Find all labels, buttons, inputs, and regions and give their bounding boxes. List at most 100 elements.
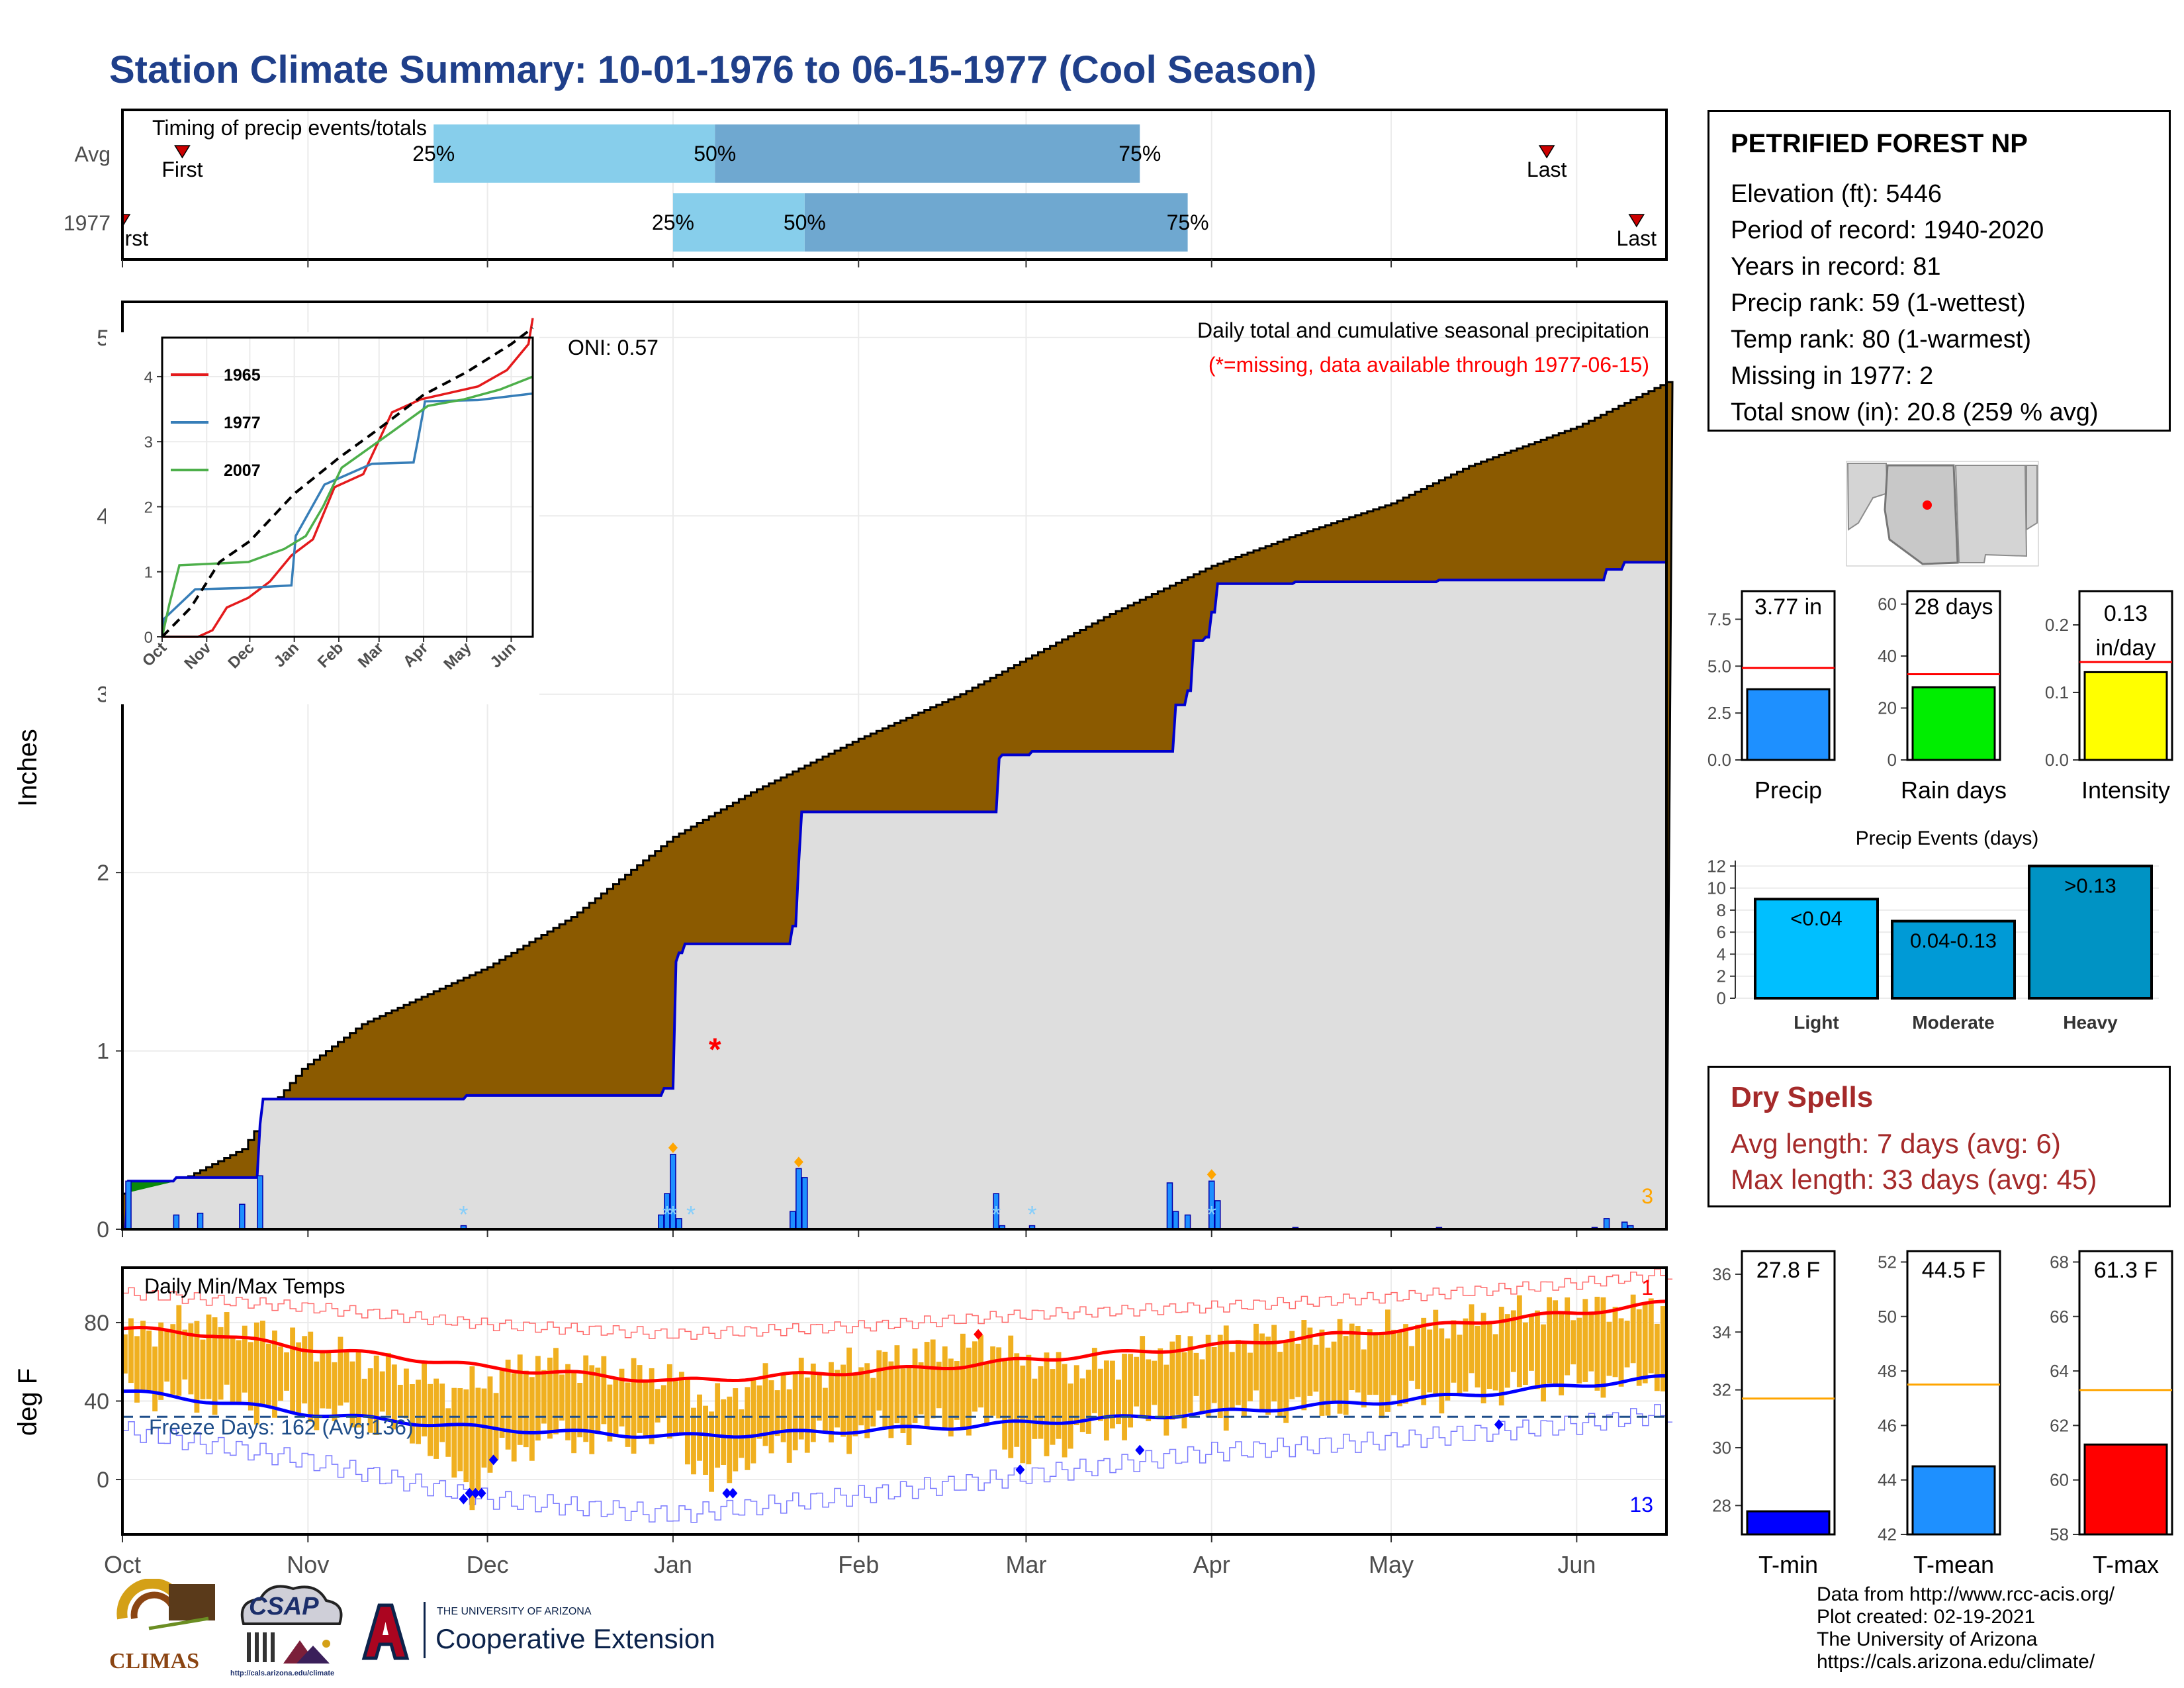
inset-ytick-label: 0 (144, 629, 153, 647)
temps-daily-bar (900, 1368, 906, 1434)
temps-xtick-label: May (1369, 1551, 1414, 1578)
timing-last-label: Last (1617, 226, 1657, 250)
temps-daily-bar (1265, 1336, 1271, 1415)
temps-daily-bar (613, 1378, 619, 1437)
temp-summary-t-min-ytick-label: 30 (1712, 1438, 1731, 1458)
temps-record-marker (1015, 1464, 1025, 1476)
temps-daily-bar (966, 1347, 972, 1436)
precip-summary-rain-days-value-label: 28 days (1914, 594, 1993, 620)
temps-daily-bar (870, 1378, 876, 1427)
footer-credits: Data from http://www.rcc-acis.org/ Plot … (1817, 1583, 2115, 1673)
temps-daily-bar (697, 1394, 702, 1461)
temps-border (121, 1266, 1668, 1536)
temp-summary-t-max-ytick-label: 66 (2050, 1307, 2069, 1327)
temps-daily-bar (1355, 1325, 1361, 1393)
ua-block-a-icon (361, 1603, 410, 1660)
precip-daily-bar (173, 1214, 180, 1230)
precip-summary-precip-ytick-label: 0.0 (1707, 750, 1731, 770)
csap-cloud-icon (240, 1585, 343, 1664)
temp-summary-t-max-ytick-label: 60 (2050, 1470, 2069, 1490)
temps-daily-bar (691, 1407, 696, 1475)
precip-year-cumulative-line (122, 561, 1666, 1231)
temps-daily-bar (1343, 1336, 1349, 1415)
temps-record-marker (459, 1493, 469, 1505)
events-category-label: Heavy (2063, 1012, 2118, 1033)
station-info-box: PETRIFIED FOREST NP Elevation (ft): 5446… (1707, 110, 2171, 432)
temps-daily-bar (122, 1334, 128, 1374)
temp-summary-t-min-bar (1746, 1510, 1831, 1536)
temps-daily-bar (984, 1362, 989, 1425)
temps-record-marker (728, 1487, 738, 1499)
temps-daily-bar (541, 1370, 547, 1424)
station-temp-rank: Temp rank: 80 (1-warmest) (1731, 326, 2032, 353)
timing-marker (174, 145, 191, 159)
temps-daily-bar (1217, 1335, 1223, 1419)
climas-label: CLIMAS (109, 1649, 200, 1673)
temps-daily-bar (1128, 1354, 1134, 1428)
temps-daily-bar (523, 1370, 529, 1448)
temps-daily-bar (200, 1339, 206, 1399)
temps-daily-bar (308, 1331, 314, 1422)
temps-daily-bar (248, 1342, 253, 1411)
temps-daily-bar (182, 1329, 188, 1380)
temps-daily-bar (1594, 1296, 1600, 1391)
footer-data-source: Data from http://www.rcc-acis.org/ (1817, 1583, 2115, 1605)
temps-daily-bar (1439, 1328, 1445, 1414)
precip-snow-marker: * (662, 1201, 672, 1228)
station-elevation: Elevation (ft): 5446 (1731, 180, 1942, 208)
temp-summary-t-max-ytick-label: 68 (2050, 1252, 2069, 1272)
temps-daily-bar (762, 1363, 768, 1446)
temps-daily-bar (1091, 1348, 1097, 1413)
temp-summary-t-min-frame (1741, 1250, 1836, 1536)
temps-daily-bar (284, 1352, 289, 1391)
events-bar-label: >0.13 (2064, 874, 2116, 897)
temps-daily-bar (571, 1370, 577, 1454)
temp-summary-t-mean-value-label: 44.5 F (1922, 1258, 1985, 1283)
temps-daily-bar (1163, 1364, 1169, 1436)
temps-daily-bar (829, 1362, 834, 1443)
temps-daily-bar (1056, 1352, 1062, 1439)
temps-daily-bar (1403, 1324, 1408, 1404)
inset-series-line (162, 318, 534, 638)
precip-summary-precip-ytick-label: 5.0 (1707, 656, 1731, 676)
temp-summary-t-min-ytick-label: 36 (1712, 1264, 1731, 1284)
precip-daily-bar (1603, 1218, 1610, 1230)
temps-daily-bar (242, 1325, 248, 1393)
precip-heavy-marker (668, 1142, 678, 1153)
temps-ytick-label: 0 (97, 1468, 109, 1493)
temps-daily-bar (816, 1373, 822, 1421)
temps-daily-bar (924, 1342, 930, 1429)
temp-summary-t-min-ytick-label: 32 (1712, 1380, 1731, 1400)
temps-ytick-label: 80 (84, 1311, 109, 1336)
temps-daily-bar (1050, 1369, 1056, 1445)
events-category-label: Light (1794, 1012, 1839, 1033)
temps-daily-bar (397, 1384, 403, 1417)
temps-daily-bar (577, 1382, 583, 1438)
temps-daily-bar (1140, 1336, 1146, 1419)
temps-daily-bar (1283, 1342, 1289, 1423)
temps-daily-bar (164, 1331, 170, 1382)
temps-daily-bar (643, 1382, 649, 1436)
temp-summary-t-mean-ytick-label: 46 (1878, 1415, 1897, 1435)
temps-daily-bar (338, 1336, 343, 1406)
precip-summary-precip-label: Precip (1754, 776, 1822, 804)
inset-legend-label: 1965 (224, 366, 261, 385)
temps-daily-bar (1588, 1314, 1594, 1372)
temps-daily-bar (535, 1356, 541, 1441)
temps-avg-min-line (122, 1374, 1667, 1439)
precip-summary-rain-days-bar (1911, 686, 1996, 761)
temps-daily-bar (1277, 1352, 1283, 1417)
temps-daily-bar (253, 1322, 259, 1425)
precip-summary-precip-ytick-label: 7.5 (1707, 610, 1731, 630)
temps-daily-bar (768, 1380, 774, 1454)
timing-label-75: 75% (1118, 142, 1161, 165)
temps-daily-bar (715, 1383, 721, 1468)
temps-daily-bar (888, 1361, 894, 1438)
ua-small-label: THE UNIVERSITY OF ARIZONA (437, 1606, 592, 1617)
precip-ytick-label: 0 (97, 1217, 109, 1243)
ua-extension-logo: THE UNIVERSITY OF ARIZONA Cooperative Ex… (361, 1602, 745, 1662)
temps-daily-bar (1492, 1334, 1498, 1391)
temps-daily-bar (188, 1323, 194, 1395)
